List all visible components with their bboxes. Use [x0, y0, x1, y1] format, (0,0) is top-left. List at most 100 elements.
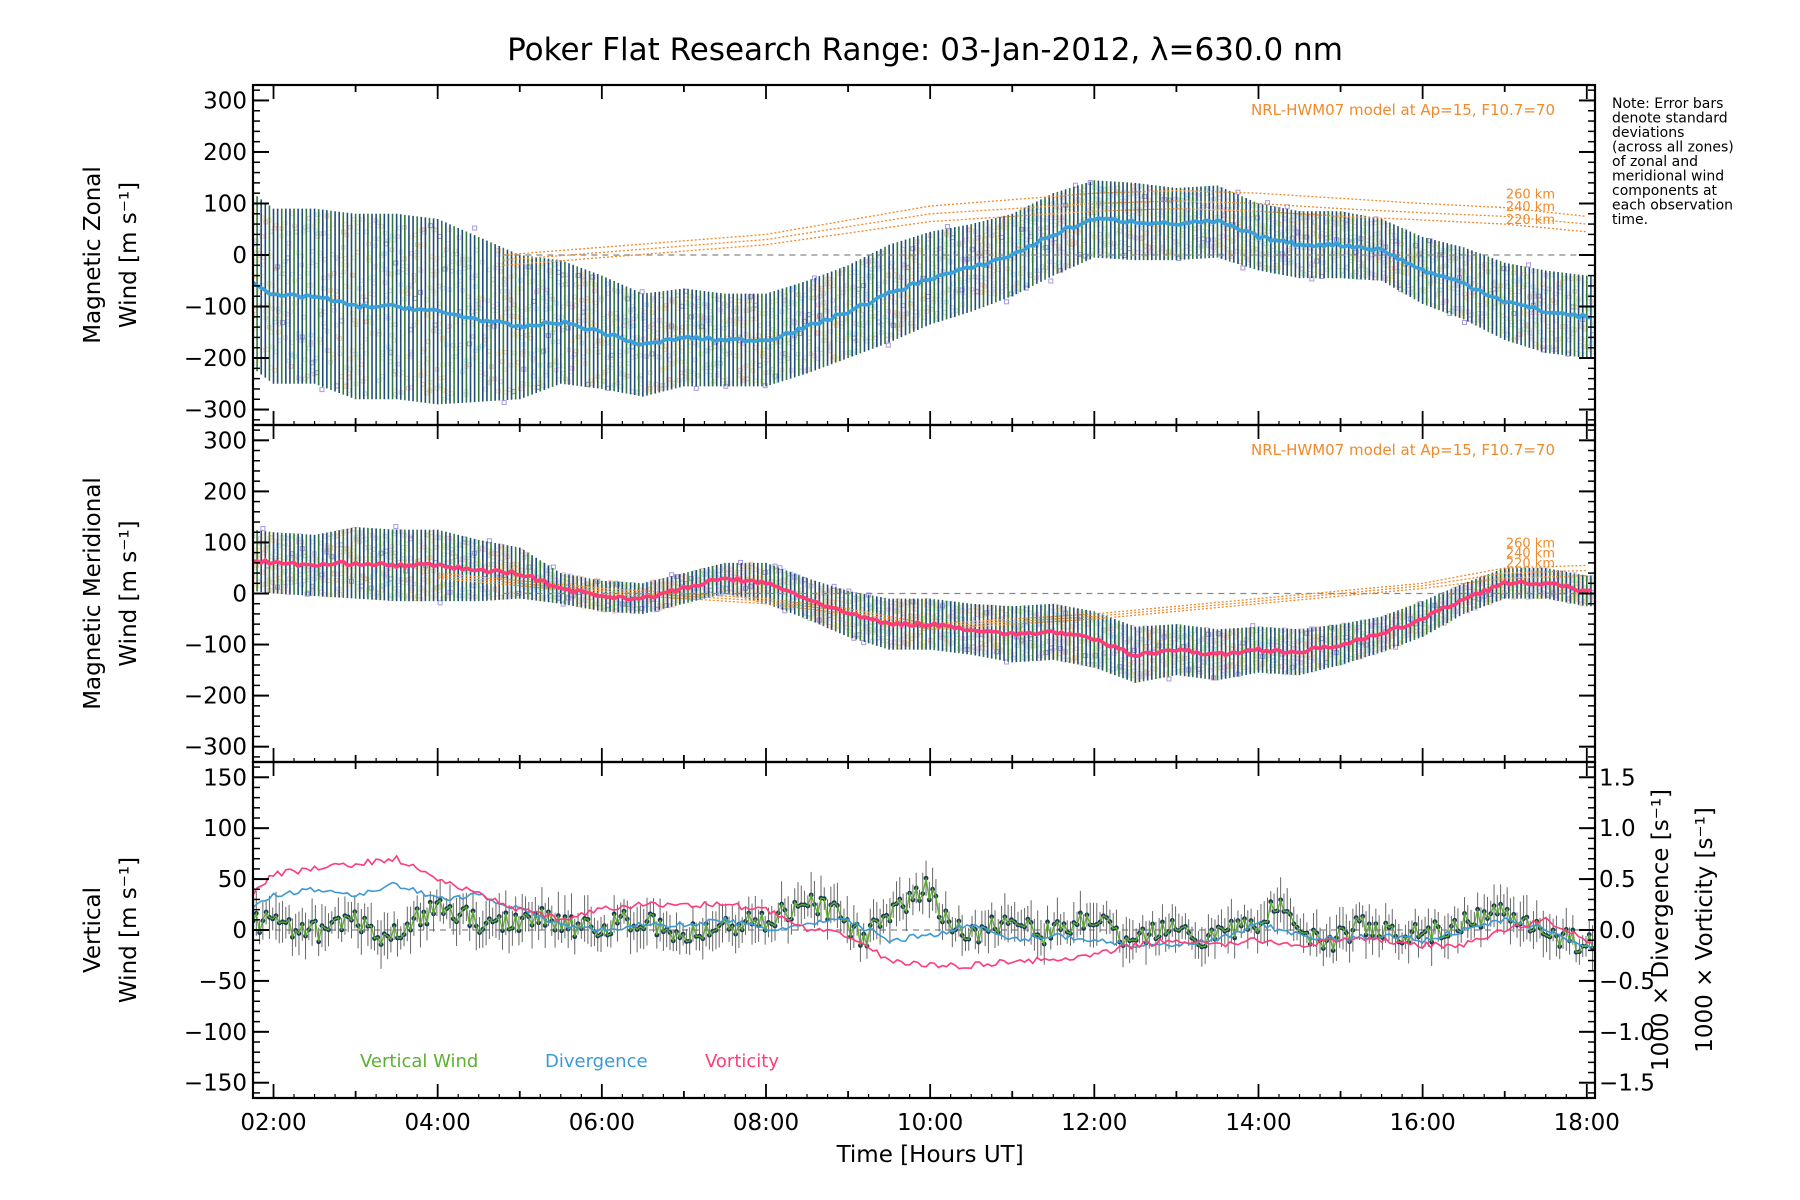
zone-point [666, 353, 671, 358]
zone-point [378, 541, 384, 546]
zone-point [1507, 305, 1513, 311]
outlier-point [1511, 311, 1517, 317]
y-tick-label: 100 [203, 191, 247, 217]
outlier-point [280, 320, 286, 326]
zone-point [1343, 223, 1348, 228]
zone-point [783, 293, 788, 298]
zone-point [1162, 235, 1168, 241]
y-tick-label: 200 [203, 140, 247, 166]
zone-point [1056, 260, 1061, 266]
zone-point [694, 372, 700, 378]
zone-point [377, 331, 382, 337]
zone-point [438, 535, 444, 541]
zone-point [393, 322, 398, 327]
zone-point [377, 236, 382, 242]
zone-point [467, 264, 472, 270]
zone-point [694, 342, 700, 348]
zone-point [1056, 244, 1061, 249]
outlier-point [442, 266, 448, 272]
zone-point [1433, 256, 1439, 262]
zone-point [830, 600, 835, 605]
zone-point [575, 313, 581, 319]
zone-point [756, 333, 761, 338]
zone-point [331, 355, 337, 361]
zone-point [1341, 272, 1346, 278]
zone-point [253, 208, 256, 214]
zone-point [573, 348, 579, 354]
zone-point [918, 250, 924, 255]
outlier-point [747, 294, 753, 300]
zone-point [512, 302, 518, 308]
zone-point [440, 337, 445, 342]
zone-point [1386, 223, 1392, 228]
outlier-point [1166, 197, 1172, 203]
zone-point [889, 295, 895, 300]
zone-point [844, 317, 850, 323]
zone-point [1144, 202, 1150, 208]
zone-point [664, 382, 669, 388]
note-line: (across all zones) [1612, 140, 1734, 156]
zone-point [1279, 231, 1285, 237]
zone-point [936, 257, 942, 262]
zone-point [286, 358, 292, 364]
zone-point [483, 585, 489, 591]
outlier-point [1427, 238, 1433, 244]
outlier-point [1205, 237, 1211, 243]
zone-point [303, 550, 308, 555]
zone-point [440, 583, 445, 589]
zone-point [253, 313, 256, 319]
zone-point [1552, 300, 1558, 305]
zone-point [666, 365, 671, 371]
zone-point [424, 569, 429, 574]
zone-point [709, 316, 714, 321]
zone-point [253, 531, 256, 536]
zone-point [918, 310, 924, 315]
zone-point [664, 303, 669, 308]
model-curve-260km [503, 189, 1587, 256]
note-line: components at [1612, 183, 1718, 199]
zone-point [1567, 317, 1572, 323]
zone-point [348, 553, 353, 559]
zone-point [1568, 276, 1574, 281]
zone-point [602, 371, 608, 377]
zone-point [331, 271, 337, 276]
note-line: of zonal and [1612, 154, 1698, 170]
zone-point [602, 379, 608, 385]
outlier-point [811, 275, 817, 281]
zone-point [288, 309, 294, 315]
y-tick-label: 0 [232, 243, 247, 269]
zone-point [647, 385, 653, 391]
outlier-point [693, 385, 699, 391]
zone-point [1552, 291, 1558, 297]
y-label-line2: Wind [m s⁻¹] [116, 182, 142, 328]
note-line: denote standard [1612, 111, 1728, 127]
outlier-point [797, 330, 803, 336]
zone-point [393, 550, 398, 556]
zone-point [620, 288, 626, 293]
y-tick-label: −300 [184, 398, 247, 424]
zone-point [828, 348, 834, 354]
zone-point [348, 284, 353, 290]
zone-point [253, 326, 256, 332]
zone-point [754, 592, 760, 597]
zone-point [965, 292, 971, 298]
outlier-point [541, 348, 547, 354]
zone-point [467, 305, 472, 310]
zone-point [469, 542, 474, 547]
zone-point [378, 262, 384, 267]
zone-point [619, 384, 624, 389]
y-tick-label: −200 [184, 346, 247, 372]
zone-point [424, 297, 429, 303]
outlier-point [762, 383, 768, 389]
zone-point [350, 573, 355, 579]
zone-point [257, 555, 263, 561]
outlier-point [624, 296, 630, 302]
outlier-point [501, 400, 507, 406]
zone-point [980, 290, 985, 296]
zone-point [422, 242, 427, 248]
zone-point [424, 361, 429, 366]
note-line: each observation [1612, 198, 1733, 214]
outlier-point [1526, 262, 1532, 268]
zone-point [1205, 186, 1211, 191]
zone-point [918, 247, 924, 253]
